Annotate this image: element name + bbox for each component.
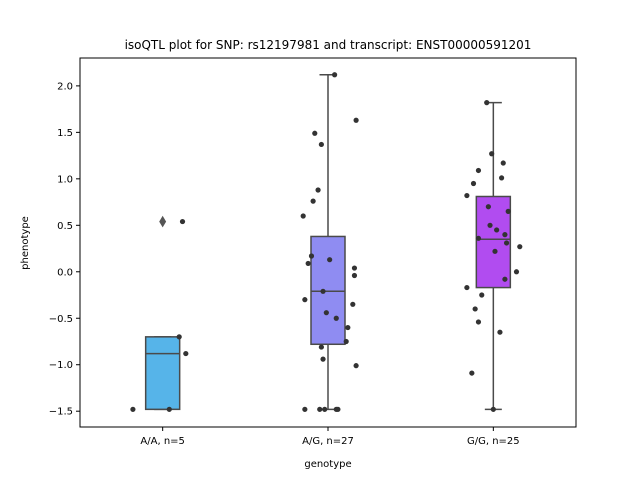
data-point xyxy=(176,334,182,340)
data-point xyxy=(323,310,329,316)
data-point xyxy=(494,227,500,233)
data-point xyxy=(485,204,491,210)
data-point xyxy=(166,406,172,412)
data-point xyxy=(502,231,508,238)
data-point xyxy=(499,175,505,181)
data-point xyxy=(302,297,308,303)
data-point xyxy=(503,240,510,246)
box-iqr xyxy=(310,235,346,346)
data-point xyxy=(475,167,482,174)
data-point xyxy=(315,187,321,193)
data-point xyxy=(179,218,186,225)
data-point xyxy=(475,235,482,241)
y-tick-label: −1.5 xyxy=(49,407,73,418)
data-point xyxy=(479,292,485,298)
chart-title: isoQTL plot for SNP: rs12197981 and tran… xyxy=(125,38,532,52)
data-point xyxy=(490,406,496,412)
data-point xyxy=(505,208,511,214)
data-point xyxy=(469,370,475,376)
data-point xyxy=(318,344,324,350)
y-tick-label: 1.0 xyxy=(57,174,73,185)
data-point xyxy=(312,130,318,136)
y-tick-label: −0.5 xyxy=(49,314,73,325)
data-point xyxy=(502,276,508,282)
data-point xyxy=(472,306,478,312)
x-tick-label: G/G, n=25 xyxy=(467,436,520,447)
data-point xyxy=(322,406,328,412)
plot-area: −1.5 −1.0 −0.5 0.0 0.5 1.0 1.5 2.0 A/A, n=5 A/G, … xyxy=(49,72,523,447)
data-point xyxy=(343,338,349,345)
data-point xyxy=(335,406,341,412)
x-tick-label: A/G, n=27 xyxy=(302,436,354,447)
outlier-marker xyxy=(159,215,167,228)
data-point xyxy=(308,253,315,259)
x-tick-label: A/A, n=5 xyxy=(140,436,185,447)
data-point xyxy=(183,350,189,357)
data-point xyxy=(470,180,477,187)
data-point xyxy=(513,269,520,275)
data-point xyxy=(487,222,493,228)
data-point xyxy=(500,160,506,166)
data-point xyxy=(351,265,358,271)
data-point xyxy=(332,72,338,78)
data-point xyxy=(489,151,495,157)
data-point xyxy=(517,244,523,250)
data-point xyxy=(484,100,490,106)
data-point xyxy=(492,248,498,254)
data-point xyxy=(302,406,308,412)
data-point xyxy=(305,260,311,267)
data-point xyxy=(464,192,470,199)
y-tick-label: 0.5 xyxy=(57,221,73,232)
data-point xyxy=(475,319,482,325)
data-point xyxy=(320,356,326,362)
data-point xyxy=(318,141,324,148)
data-point xyxy=(130,406,136,412)
data-point xyxy=(327,257,333,263)
data-point xyxy=(310,198,316,204)
axes-frame xyxy=(79,57,577,428)
data-point xyxy=(497,329,503,335)
data-point xyxy=(353,363,359,369)
y-tick-label: 1.5 xyxy=(57,128,73,139)
data-point xyxy=(320,288,326,294)
y-tick-label: 2.0 xyxy=(57,81,73,92)
box-iqr xyxy=(144,336,181,411)
data-point xyxy=(351,272,358,279)
data-point xyxy=(317,406,323,412)
x-axis-title: genotype xyxy=(304,459,351,470)
data-point xyxy=(464,284,470,291)
data-point xyxy=(345,324,351,331)
data-point xyxy=(350,301,356,307)
y-tick-label: 0.0 xyxy=(57,267,73,278)
y-axis-title: phenotype xyxy=(20,216,31,270)
y-tick-label: −1.0 xyxy=(49,360,73,371)
data-point xyxy=(300,213,306,219)
data-point xyxy=(333,315,339,321)
data-point xyxy=(353,117,359,123)
